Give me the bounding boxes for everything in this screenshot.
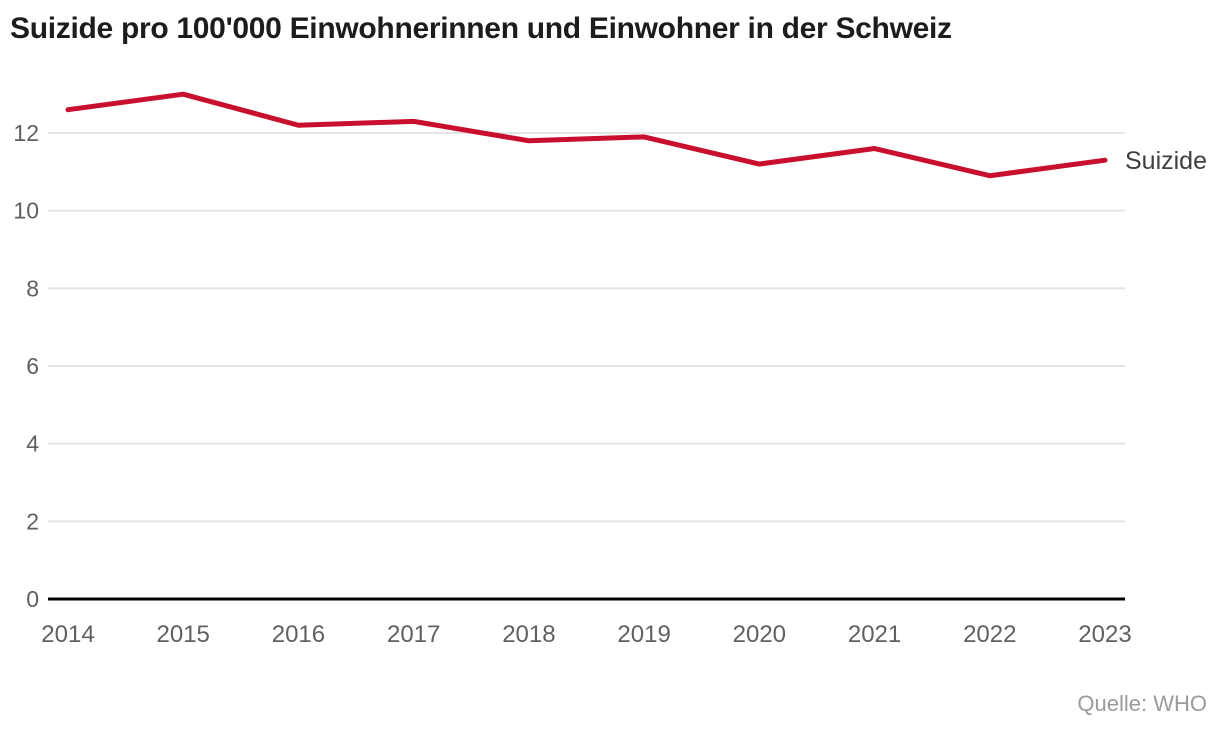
y-tick-label: 10	[13, 198, 39, 224]
y-tick-label: 8	[26, 275, 39, 301]
x-tick-label: 2019	[617, 621, 670, 648]
y-tick-label: 2	[26, 508, 39, 534]
source-caption: Quelle: WHO	[1077, 691, 1207, 716]
x-tick-label: 2014	[41, 621, 94, 648]
chart-title: Suizide pro 100'000 Einwohnerinnen und E…	[10, 12, 952, 45]
y-tick-label: 4	[26, 431, 39, 457]
x-tick-label: 2021	[848, 621, 901, 648]
x-tick-label: 2018	[502, 621, 555, 648]
y-tick-label: 6	[26, 353, 39, 379]
x-tick-label: 2015	[157, 621, 210, 648]
x-tick-label: 2016	[272, 621, 325, 648]
x-tick-label: 2020	[733, 621, 786, 648]
series-label: Suizide	[1125, 147, 1207, 175]
x-tick-label: 2017	[387, 621, 440, 648]
y-tick-label: 0	[26, 586, 39, 612]
y-tick-label: 12	[13, 120, 39, 146]
x-tick-label: 2023	[1078, 621, 1131, 648]
x-tick-label: 2022	[963, 621, 1016, 648]
data-line	[65, 91, 1108, 179]
